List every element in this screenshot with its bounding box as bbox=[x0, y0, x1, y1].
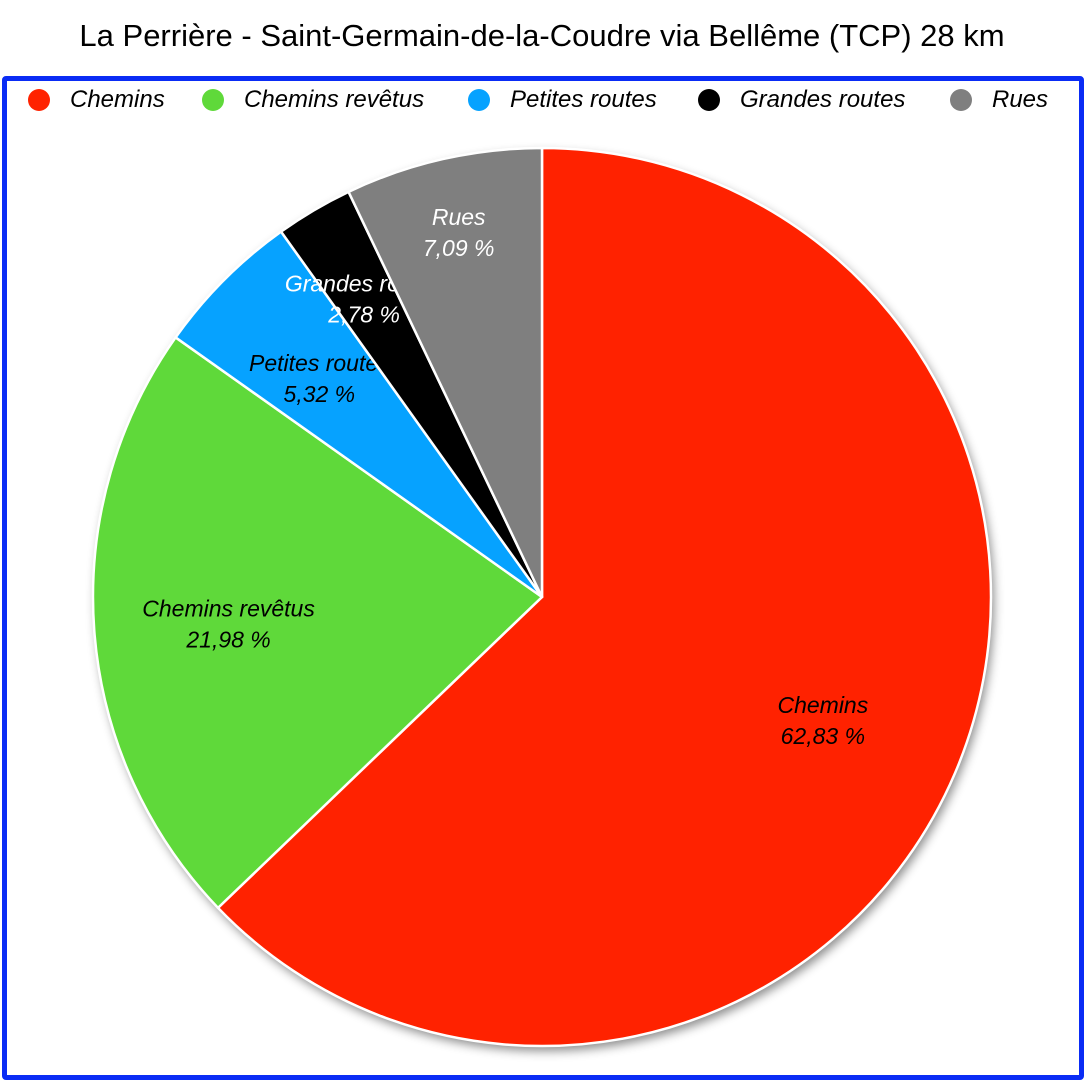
legend-label: Chemins revêtus bbox=[244, 86, 425, 113]
legend-item[interactable]: Petites routes bbox=[468, 86, 657, 114]
legend: Chemins Chemins revêtus Petites routes Gran… bbox=[0, 86, 1084, 116]
legend-marker-icon bbox=[698, 89, 720, 111]
legend-marker-icon bbox=[202, 89, 224, 111]
slice-label-name: Rues bbox=[432, 204, 486, 230]
slice-label-value: 7,09 % bbox=[423, 235, 495, 261]
legend-label: Grandes routes bbox=[740, 86, 906, 113]
slice-label-name: Petites routes bbox=[249, 350, 390, 376]
legend-item[interactable]: Chemins revêtus bbox=[202, 86, 424, 114]
pie-slice[interactable] bbox=[347, 146, 544, 599]
pie-slice[interactable] bbox=[216, 146, 993, 1048]
chart-title: La Perrière - Saint-Germain-de-la-Coudre… bbox=[79, 18, 1005, 53]
legend-label: Rues bbox=[992, 86, 1049, 113]
slice-label-value: 21,98 % bbox=[185, 626, 270, 652]
slice-label-name: Chemins bbox=[777, 692, 868, 718]
slice-label-value: 5,32 % bbox=[284, 381, 356, 407]
legend-marker-icon bbox=[468, 89, 490, 111]
legend-marker-icon bbox=[950, 89, 972, 111]
slice-label-name: Chemins revêtus bbox=[142, 595, 315, 621]
legend-label: Petites routes bbox=[510, 86, 657, 113]
legend-marker-icon bbox=[28, 89, 50, 111]
slice-label-value: 62,83 % bbox=[781, 723, 865, 749]
legend-item[interactable]: Rues bbox=[950, 86, 1048, 114]
slice-label-value: 2,78 % bbox=[327, 301, 400, 327]
legend-label: Chemins bbox=[70, 86, 165, 113]
pie-slice[interactable] bbox=[91, 336, 544, 910]
chart-frame bbox=[2, 76, 1084, 1080]
slice-label: Chemins revêtus 21,98 % bbox=[142, 595, 315, 652]
slice-label: Rues 7,09 % bbox=[423, 204, 495, 261]
legend-item[interactable]: Grandes routes bbox=[698, 86, 905, 114]
slice-label: Petites routes 5,32 % bbox=[249, 350, 390, 407]
slice-label: Chemins 62,83 % bbox=[777, 692, 868, 749]
legend-item[interactable]: Chemins bbox=[28, 86, 165, 114]
pie-slice[interactable] bbox=[174, 230, 544, 599]
